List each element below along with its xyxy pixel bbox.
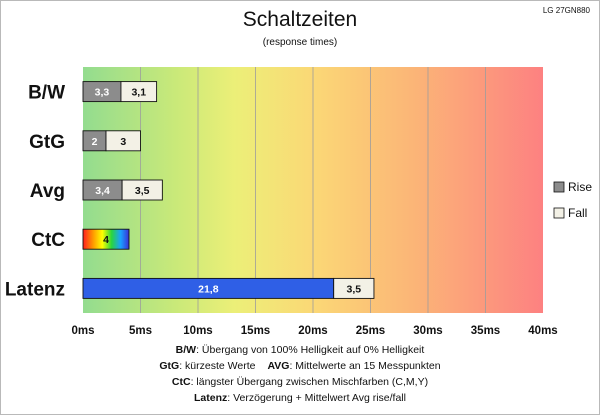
note-ctc: CtC: längster Übergang zwischen Mischfar… (172, 376, 428, 388)
data-label-rise: 2 (92, 136, 98, 148)
chart-title: Schaltzeiten (243, 8, 357, 31)
legend-label-rise: Rise (568, 180, 592, 194)
bar-fall (105, 130, 141, 152)
data-label-rise: 3,4 (95, 185, 110, 197)
note-bw: B/W: Übergang von 100% Helligkeit auf 0%… (176, 344, 425, 356)
legend-swatch-rise (553, 181, 565, 193)
x-tick-label: 5ms (129, 325, 152, 337)
x-tick-label: 0ms (71, 325, 94, 337)
chart-subtitle: (response times) (263, 37, 337, 48)
category-labels: B/W GtG Avg CtC Latenz (5, 83, 65, 301)
category-label: Avg (30, 181, 65, 202)
legend: Rise Fall (553, 180, 592, 220)
x-tick-label: 35ms (471, 325, 500, 337)
note-gtg-avg: GtG: kürzeste Werte AVG: Mittelwerte an 1… (159, 360, 440, 372)
category-label: GtG (29, 132, 65, 153)
monitor-model: LG 27GN880 (543, 6, 591, 15)
x-tick-label: 30ms (413, 325, 442, 337)
x-tick-label: 25ms (356, 325, 385, 337)
bar-fall (120, 81, 158, 103)
x-tick-label: 15ms (241, 325, 270, 337)
data-label-fall: 3,5 (347, 283, 362, 295)
x-tick-labels: 0ms 5ms 10ms 15ms 20ms 25ms 30ms 35ms 40ms (71, 325, 557, 337)
bars: 3,3 3,1 2 3 3,4 3,5 4 21,8 3,5 (82, 81, 375, 299)
gridlines (140, 67, 486, 313)
note-latenz: Latenz: Verzögerung + Mittelwert Avg ris… (194, 392, 406, 404)
x-tick-label: 20ms (298, 325, 327, 337)
legend-label-fall: Fall (568, 206, 587, 220)
category-label: B/W (28, 83, 65, 104)
data-label-fall: 3,5 (135, 185, 150, 197)
bar-fall (333, 277, 375, 299)
bar-rise (82, 228, 130, 250)
data-label-rise: 3,3 (95, 87, 110, 99)
bar-fall (121, 179, 163, 201)
data-label-rise: 4 (103, 234, 109, 246)
x-tick-label: 40ms (528, 325, 557, 337)
category-label: CtC (31, 230, 65, 251)
x-tick-label: 10ms (183, 325, 212, 337)
data-label-fall: 3,1 (131, 87, 146, 99)
data-label-fall: 3 (120, 136, 126, 148)
data-label-rise: 21,8 (198, 283, 219, 295)
legend-swatch-fall (553, 207, 565, 219)
category-label: Latenz (5, 279, 65, 300)
footnotes: B/W: Übergang von 100% Helligkeit auf 0%… (159, 344, 440, 404)
